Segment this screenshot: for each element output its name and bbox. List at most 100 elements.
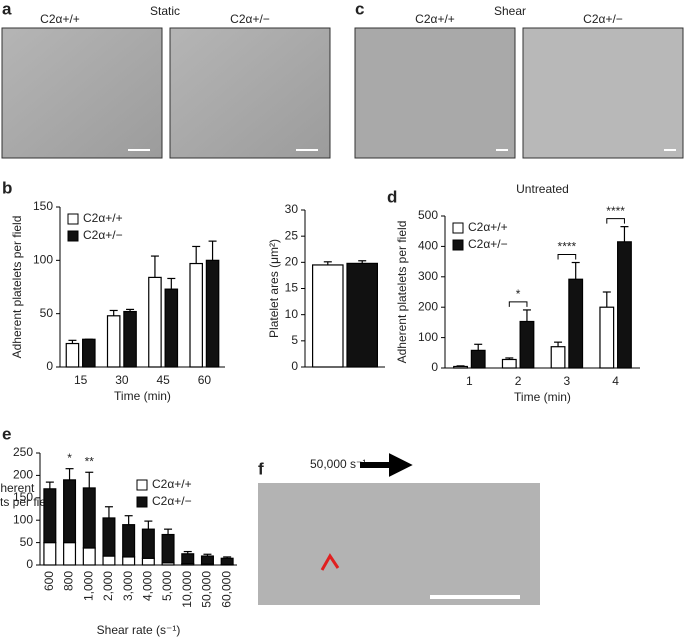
y-axis-label: Adherent: [0, 481, 35, 495]
legend-label: C2α+/+: [152, 477, 192, 491]
bar: [102, 517, 116, 557]
y-axis-label: Adherent platelets per field: [10, 216, 24, 359]
image-label: C2α+/+: [40, 12, 80, 26]
x-tick-label: 30: [115, 373, 129, 387]
x-tick-label: 1: [466, 374, 473, 388]
y-tick-label: 200: [418, 299, 438, 313]
bar: [141, 557, 155, 566]
legend-label: C2α+/−: [468, 237, 508, 251]
y-tick-label: 500: [418, 208, 438, 222]
x-tick-label: 45: [156, 373, 170, 387]
chart-title: Untreated: [516, 182, 569, 196]
bar: [161, 533, 175, 564]
x-tick-label: 4,000: [141, 571, 155, 601]
panel-title: Static: [150, 4, 180, 18]
y-tick-label: 0: [46, 359, 53, 373]
significance-label: ****: [558, 240, 577, 254]
bar: [181, 553, 195, 565]
significance-label: **: [85, 454, 95, 468]
bar: [189, 262, 203, 368]
y-tick-label: 100: [13, 512, 33, 526]
y-tick-label: 15: [285, 281, 299, 295]
significance-bracket: [508, 301, 528, 307]
y-tick-label: 5: [291, 333, 298, 347]
bar: [519, 320, 535, 369]
bar: [501, 358, 517, 369]
bar: [599, 306, 615, 369]
x-axis-label: Time (min): [514, 390, 571, 404]
bar: [141, 528, 155, 559]
legend-label: C2α+/+: [468, 220, 508, 234]
x-tick-label: 2,000: [101, 571, 115, 601]
bar: [550, 346, 566, 369]
y-axis-label: Platelet ares (μm²): [267, 239, 281, 338]
legend-swatch: [452, 239, 464, 251]
y-tick-label: 50: [20, 535, 34, 549]
y-tick-label: 150: [13, 490, 33, 504]
panel-label: e: [2, 424, 11, 443]
bar: [122, 524, 136, 558]
image-label: C2α+/−: [583, 12, 623, 26]
bar: [43, 541, 57, 566]
x-tick-label: 3,000: [121, 571, 135, 601]
legend-swatch: [67, 213, 79, 225]
bar: [122, 556, 136, 566]
x-tick-label: 2: [515, 374, 522, 388]
flow-arrow: [360, 453, 413, 477]
legend-label: C2α+/−: [152, 494, 192, 508]
x-tick-label: 50,000: [200, 571, 214, 608]
significance-label: *: [67, 451, 72, 465]
bar: [82, 547, 96, 566]
legend-swatch: [67, 230, 79, 242]
bar: [200, 555, 214, 565]
bar: [205, 259, 220, 368]
bar: [568, 278, 584, 369]
x-tick-label: 800: [62, 571, 76, 591]
bar: [346, 262, 378, 368]
image-label: C2α+/−: [230, 12, 270, 26]
y-axis-label: platelets per field: [0, 495, 55, 509]
legend-label: C2α+/−: [83, 228, 123, 242]
panel-label: b: [2, 178, 12, 197]
bar: [63, 479, 77, 544]
bar: [65, 342, 80, 368]
x-tick-label: 1,000: [81, 571, 95, 601]
x-tick-label: 60: [198, 373, 212, 387]
x-tick-label: 60,000: [219, 571, 233, 608]
significance-label: ****: [606, 204, 625, 218]
y-axis-label: Adherent platelets per field: [395, 221, 409, 364]
panel-label: c: [355, 0, 364, 18]
bar: [102, 555, 116, 566]
image-label: C2α+/+: [415, 12, 455, 26]
bar: [63, 541, 77, 566]
y-tick-label: 300: [418, 269, 438, 283]
x-tick-label: 10,000: [180, 571, 194, 608]
y-tick-label: 0: [26, 557, 33, 571]
y-tick-label: 150: [33, 199, 53, 213]
y-tick-label: 0: [291, 359, 298, 373]
x-axis-label: Shear rate (s⁻¹): [97, 623, 181, 637]
x-tick-label: 4: [612, 374, 619, 388]
x-axis-label: Time (min): [114, 389, 171, 403]
micrograph: [522, 27, 684, 159]
flow-label: 50,000 s⁻¹: [310, 457, 366, 471]
x-tick-label: 15: [74, 373, 88, 387]
panel-title: Shear: [494, 4, 526, 18]
y-tick-label: 50: [40, 306, 54, 320]
panel-label: f: [258, 459, 264, 478]
micrograph: [169, 27, 331, 159]
bar: [470, 349, 486, 369]
micrograph: [1, 27, 163, 159]
y-tick-label: 200: [13, 468, 33, 482]
x-tick-label: 600: [42, 571, 56, 591]
significance-label: *: [516, 287, 521, 301]
bar: [220, 557, 234, 566]
significance-bracket: [606, 218, 625, 224]
legend-swatch: [136, 479, 148, 491]
y-tick-label: 100: [418, 330, 438, 344]
y-tick-label: 250: [13, 445, 33, 459]
bar: [453, 365, 468, 369]
y-tick-label: 0: [431, 360, 438, 374]
x-tick-label: 3: [564, 374, 571, 388]
